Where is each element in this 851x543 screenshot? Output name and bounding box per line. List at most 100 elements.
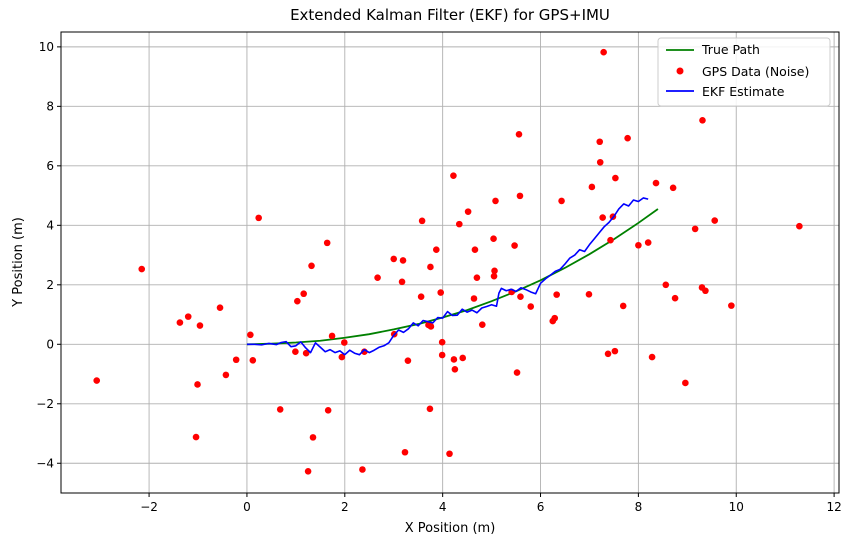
gps-point <box>492 197 499 205</box>
y-tick-label: 6 <box>46 159 54 173</box>
gps-point <box>612 174 619 182</box>
gps-point <box>511 242 518 249</box>
gps-point <box>216 304 224 312</box>
y-tick-label: 10 <box>39 40 54 54</box>
gps-point <box>662 281 670 289</box>
gps-point <box>196 322 204 329</box>
gps-point <box>699 117 706 124</box>
legend-ekf-label: EKF Estimate <box>702 84 785 99</box>
gps-point <box>702 287 709 295</box>
x-tick-label: 10 <box>729 500 744 514</box>
gps-point <box>517 293 524 301</box>
gps-point <box>427 263 434 271</box>
gps-point <box>450 172 457 179</box>
gps-point <box>478 321 486 328</box>
gps-point <box>711 217 719 224</box>
gps-point <box>619 302 627 310</box>
gps-point <box>247 331 254 339</box>
gps-point <box>255 214 262 222</box>
x-tick-label: 4 <box>439 500 447 514</box>
gps-point <box>418 217 426 225</box>
gps-point <box>294 297 301 305</box>
gps-point <box>304 467 312 475</box>
gps-point <box>648 353 656 361</box>
gps-point <box>473 274 481 281</box>
gps-point <box>588 183 596 191</box>
gps-point <box>671 294 679 302</box>
gps-point <box>691 225 699 233</box>
x-tick-label: 6 <box>537 500 545 514</box>
gps-point <box>471 246 479 254</box>
gps-point <box>192 433 200 441</box>
gps-point <box>399 257 407 264</box>
gps-point <box>728 302 735 309</box>
gps-point <box>490 235 497 243</box>
gps-point <box>451 365 459 373</box>
x-tick-label: 8 <box>635 500 643 514</box>
legend-gps-swatch <box>676 67 684 75</box>
gps-point <box>323 239 331 247</box>
gps-point <box>596 158 604 166</box>
gps-point <box>417 293 425 301</box>
gps-point <box>338 353 346 361</box>
gps-point <box>491 267 498 275</box>
gps-point <box>300 290 307 298</box>
gps-point <box>328 332 336 340</box>
gps-point <box>585 291 593 298</box>
legend: True Path GPS Data (Noise) EKF Estimate <box>657 37 831 107</box>
gps-point <box>324 407 332 414</box>
gps-point <box>138 265 146 273</box>
y-axis-ticks: −4 −2 0 2 4 6 8 10 <box>36 40 61 470</box>
gps-point <box>176 319 184 326</box>
gps-point <box>222 371 230 379</box>
y-tick-label: 2 <box>46 278 54 292</box>
gps-point <box>551 314 559 322</box>
gps-point <box>459 354 467 362</box>
gps-point <box>194 381 201 388</box>
x-axis-ticks: −2 0 2 4 6 8 10 12 <box>140 493 842 514</box>
plot-frame <box>60 31 840 494</box>
gps-point <box>93 377 101 384</box>
x-tick-label: 2 <box>341 500 349 514</box>
gps-point <box>527 303 535 310</box>
true-path-layer <box>246 208 659 346</box>
gps-point <box>624 134 631 142</box>
legend-gps-label: GPS Data (Noise) <box>702 64 809 79</box>
gps-point <box>438 338 446 346</box>
gps-point <box>359 466 366 473</box>
gps-point <box>682 379 689 387</box>
gps-point <box>607 236 614 244</box>
gps-point <box>249 357 257 364</box>
gps-point <box>599 214 606 221</box>
gps-layer <box>93 48 803 475</box>
gps-point <box>302 349 310 357</box>
gps-point <box>404 357 412 364</box>
gps-point <box>427 323 435 330</box>
gps-point <box>513 369 521 376</box>
gps-point <box>669 184 677 192</box>
gps-point <box>184 313 192 320</box>
gps-point <box>652 179 660 187</box>
legend-true-path-label: True Path <box>701 42 760 57</box>
gps-point <box>490 272 498 280</box>
x-tick-label: 12 <box>826 500 841 514</box>
gps-point <box>470 295 478 302</box>
gps-point <box>401 448 409 456</box>
gps-point <box>553 291 560 298</box>
gps-point <box>558 197 565 205</box>
gps-point <box>450 356 458 363</box>
gps-point <box>390 255 398 263</box>
gps-point <box>446 450 453 458</box>
gps-point <box>515 131 523 138</box>
chart-title: Extended Kalman Filter (EKF) for GPS+IMU <box>290 6 610 24</box>
y-tick-label: 0 <box>46 337 54 351</box>
gps-point <box>292 348 299 356</box>
ekf-layer <box>246 197 649 356</box>
gps-point <box>341 339 348 346</box>
gps-point <box>644 239 652 246</box>
ekf-estimate-line <box>246 197 649 356</box>
gps-point <box>426 405 434 413</box>
y-tick-label: −2 <box>36 397 54 411</box>
grid <box>61 32 839 493</box>
